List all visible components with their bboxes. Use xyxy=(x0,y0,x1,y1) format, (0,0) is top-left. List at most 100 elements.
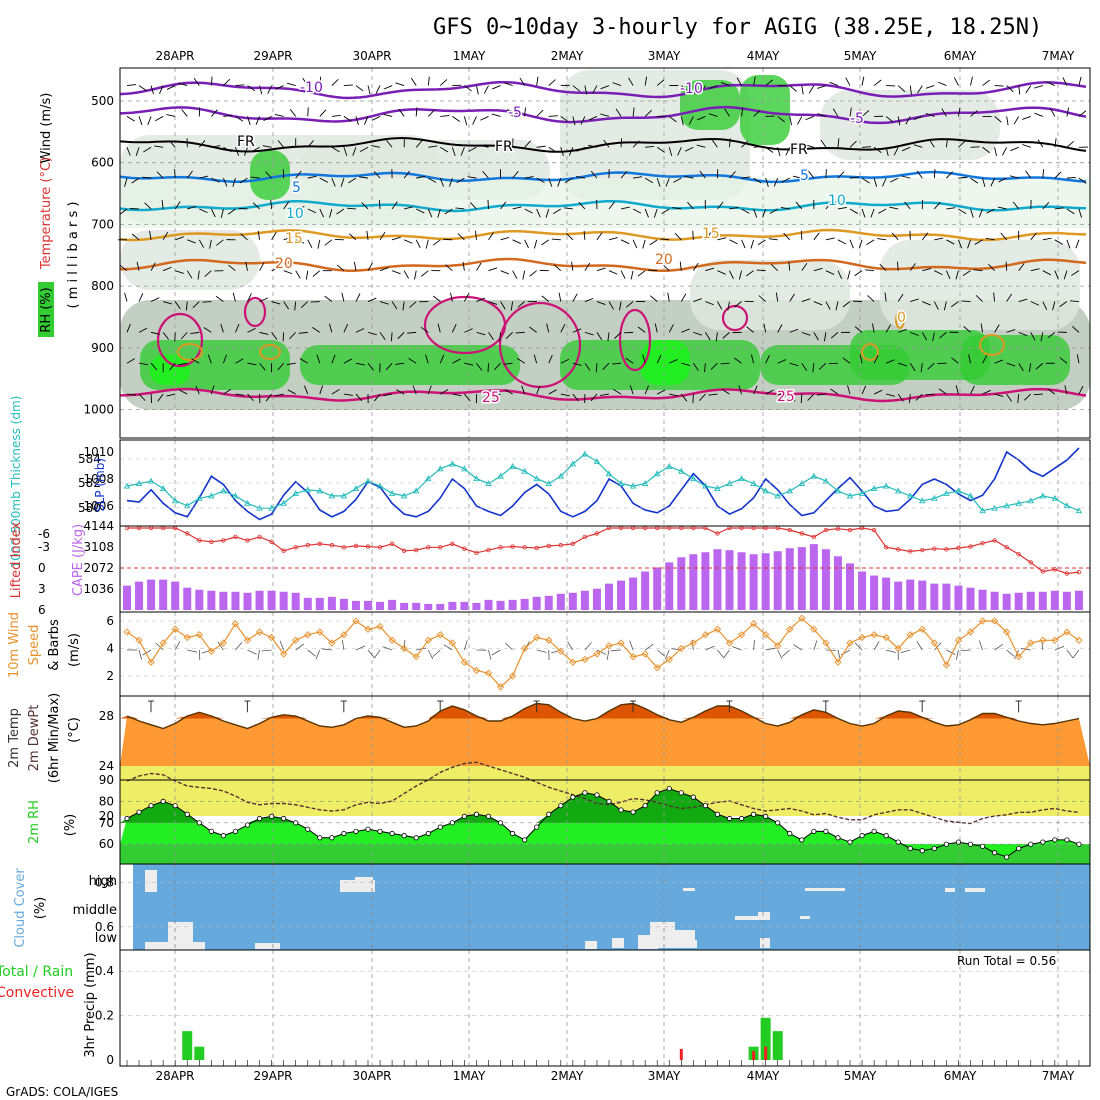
cape-bar xyxy=(303,597,312,610)
wind-barb-10m xyxy=(584,642,592,651)
wind-barb xyxy=(789,85,797,92)
wind-barb xyxy=(1006,293,1013,302)
wind-barb xyxy=(692,262,699,271)
wind-barb xyxy=(687,201,694,210)
wind-barb xyxy=(801,263,808,271)
background-layer xyxy=(120,68,1090,950)
wind-barb xyxy=(612,362,622,365)
li-tick: -3 xyxy=(38,540,50,554)
wind-barb xyxy=(897,85,906,92)
wind-barb xyxy=(259,262,265,271)
thickness-marker xyxy=(762,487,769,494)
wind-barb xyxy=(187,239,196,244)
upper-tick: 600 xyxy=(91,156,114,170)
wind-barb xyxy=(1054,239,1063,245)
li-marker xyxy=(498,545,503,550)
wind-barb xyxy=(379,267,389,272)
wind-barb xyxy=(937,81,947,86)
li-marker xyxy=(414,547,419,553)
cape-bar xyxy=(279,591,288,610)
wind-barb xyxy=(147,116,152,125)
wind-barb xyxy=(668,116,677,123)
wind-barb xyxy=(503,362,513,365)
wind-barb xyxy=(395,82,405,87)
wind-barb xyxy=(427,109,435,117)
li-marker xyxy=(799,531,804,536)
rh-tick: 80 xyxy=(99,794,114,808)
wind-barb-10m xyxy=(854,642,863,651)
wind-barb-10m xyxy=(946,649,956,655)
wind-barb xyxy=(282,332,285,342)
wind-barb xyxy=(366,230,369,240)
wind-barb xyxy=(946,207,956,210)
cape-bar xyxy=(400,602,409,610)
wind-barb xyxy=(375,85,381,94)
wind-barb xyxy=(1063,270,1068,280)
wind-barb xyxy=(781,177,790,183)
li-marker xyxy=(305,543,310,548)
cape-bar xyxy=(123,585,131,610)
wind-barb xyxy=(191,358,200,364)
wind-barb xyxy=(765,177,769,187)
li-marker xyxy=(317,541,322,547)
cape-bar xyxy=(243,592,252,610)
wind-barb xyxy=(825,301,831,310)
thickness-marker xyxy=(581,450,589,457)
thickness-tick: 582 xyxy=(78,476,101,490)
wind-barb xyxy=(961,300,971,302)
wind-barb xyxy=(209,239,212,249)
wind-barb xyxy=(867,295,875,302)
wind-barb xyxy=(1018,85,1021,95)
wind-barb xyxy=(476,262,482,271)
cloud-label-2: (%) xyxy=(33,897,48,920)
wind-barb xyxy=(953,77,959,86)
wind-barb xyxy=(210,385,215,395)
wind-barb xyxy=(596,232,603,241)
wind-barb xyxy=(572,293,578,302)
slp-tick: 1006 xyxy=(83,499,114,513)
cloud-block xyxy=(760,938,770,948)
wind-barb-10m xyxy=(567,641,574,651)
wind-barb xyxy=(929,139,935,148)
wind-speed-marker xyxy=(1015,653,1023,661)
wind-barb-10m xyxy=(373,649,381,659)
thickness-marker xyxy=(388,490,396,496)
wind-barb xyxy=(922,268,932,272)
wind-barb xyxy=(126,84,136,87)
thickness-marker xyxy=(810,472,818,479)
thickness-marker xyxy=(894,487,902,494)
wind-barb xyxy=(780,206,790,210)
wind-barb xyxy=(970,177,979,184)
wind-barb xyxy=(849,176,859,179)
rh-marker xyxy=(461,813,467,819)
thickness-marker xyxy=(617,480,625,487)
wind-barb-10m xyxy=(235,642,243,651)
li-tick: 0 xyxy=(38,561,46,575)
thickness-marker xyxy=(509,462,516,469)
wind-barb xyxy=(1066,176,1076,179)
wind-barb xyxy=(319,177,328,183)
wind-barb xyxy=(1066,140,1074,148)
wind-barb xyxy=(329,208,333,218)
thickness-marker xyxy=(196,494,203,501)
wind-speed-marker xyxy=(894,644,902,653)
wind-barb-10m xyxy=(717,649,724,659)
cape-bar xyxy=(617,580,626,610)
wind-barb xyxy=(190,331,200,334)
date-label-top: 6MAY xyxy=(944,49,977,63)
wind-barb xyxy=(680,293,687,302)
wind-barb xyxy=(126,323,131,333)
wind-barb xyxy=(632,140,640,148)
cape-bar xyxy=(629,577,638,610)
wind-barb xyxy=(973,269,983,272)
wind-barb xyxy=(283,201,290,210)
wind-barb xyxy=(319,385,324,395)
wind-barb xyxy=(425,354,429,364)
wind-barb xyxy=(491,113,501,117)
wind-barb xyxy=(982,178,986,187)
wind-barb xyxy=(126,393,136,396)
wind-barb xyxy=(295,239,305,244)
wind-barb xyxy=(861,385,867,395)
wind-barb xyxy=(885,324,892,333)
contour-label: 20 xyxy=(275,256,293,272)
